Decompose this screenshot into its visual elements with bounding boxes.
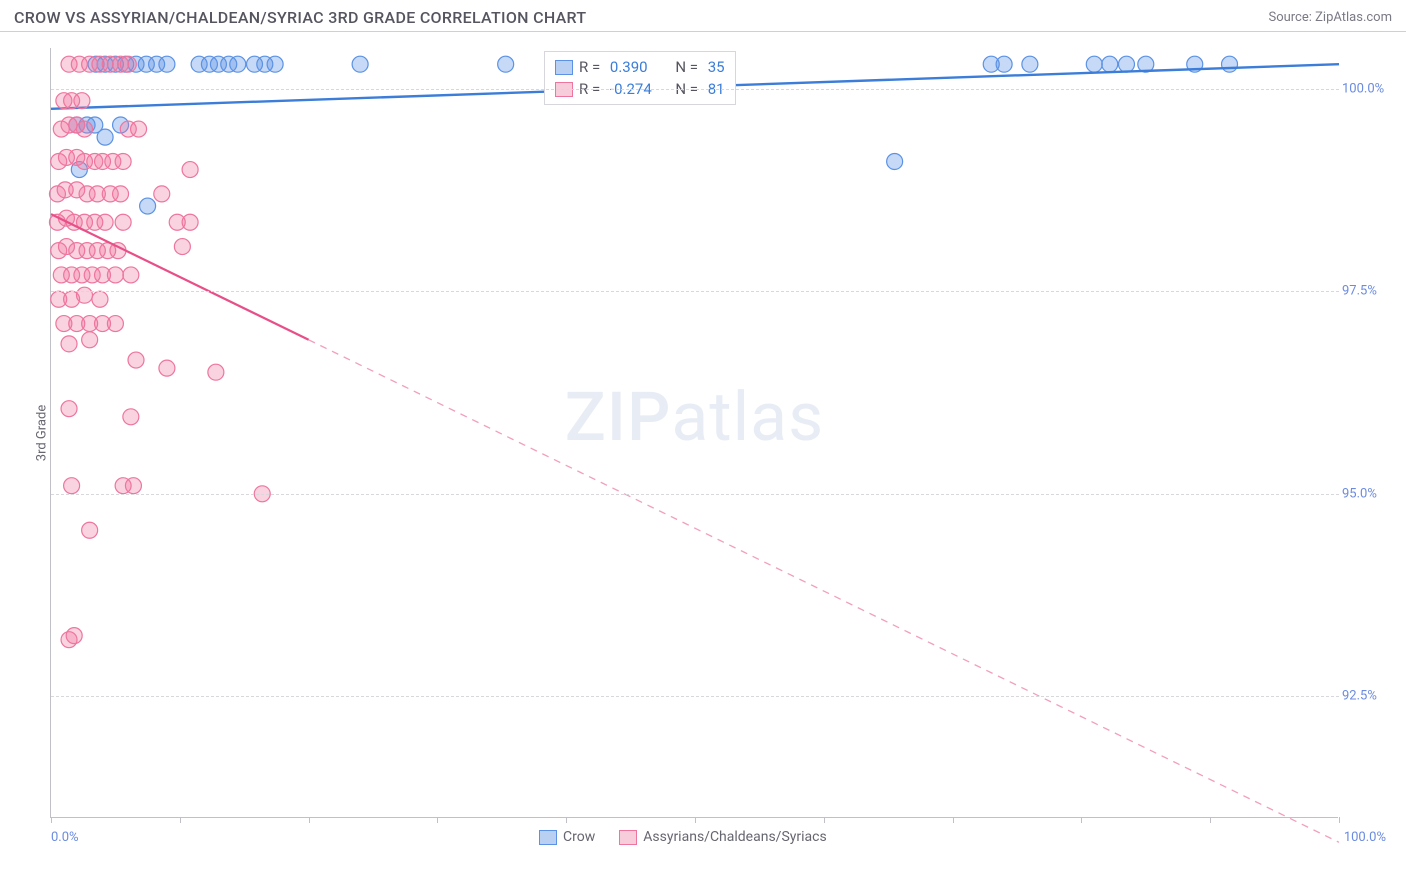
swatch-crow [555, 60, 573, 75]
scatter-point [996, 56, 1012, 72]
scatter-point [82, 332, 98, 348]
x-tick [566, 817, 567, 823]
scatter-point [498, 56, 514, 72]
scatter-point [128, 352, 144, 368]
x-tick [51, 817, 52, 823]
x-tick [309, 817, 310, 823]
scatter-point [230, 56, 246, 72]
gridline [51, 696, 1339, 697]
chart-title: CROW VS ASSYRIAN/CHALDEAN/SYRIAC 3RD GRA… [14, 8, 586, 27]
scatter-point [123, 267, 139, 283]
chart-header: CROW VS ASSYRIAN/CHALDEAN/SYRIAC 3RD GRA… [0, 0, 1406, 32]
n-label: N = [668, 58, 702, 76]
scatter-point [64, 478, 80, 494]
x-axis-max-label: 100.0% [1344, 830, 1386, 845]
scatter-point [92, 291, 108, 307]
x-tick [824, 817, 825, 823]
scatter-point [140, 198, 156, 214]
scatter-point [115, 153, 131, 169]
scatter-point [159, 360, 175, 376]
scatter-point [125, 478, 141, 494]
chart-area: 3rd Grade ZIPatlas R = 0.390 N = 35 R = … [50, 48, 1390, 818]
x-tick [1081, 817, 1082, 823]
scatter-point [174, 239, 190, 255]
scatter-point [97, 214, 113, 230]
scatter-point [887, 153, 903, 169]
scatter-point [61, 401, 77, 417]
scatter-point [1086, 56, 1102, 72]
y-tick-label: 92.5% [1342, 689, 1390, 704]
correlation-legend: R = 0.390 N = 35 R = -0.274 N = 81 [544, 51, 736, 105]
x-tick [1339, 817, 1340, 823]
scatter-point [61, 336, 77, 352]
r-label: R = [579, 58, 604, 76]
scatter-point [76, 121, 92, 137]
plot-region: ZIPatlas R = 0.390 N = 35 R = -0.274 N =… [50, 48, 1338, 818]
legend-label-crow: Crow [563, 829, 595, 845]
scatter-point [113, 186, 129, 202]
y-tick-label: 95.0% [1342, 486, 1390, 501]
gridline [51, 291, 1339, 292]
scatter-point [123, 409, 139, 425]
scatter-point [182, 162, 198, 178]
scatter-point [131, 121, 147, 137]
legend-label-acs: Assyrians/Chaldeans/Syriacs [643, 829, 826, 845]
scatter-point [120, 56, 136, 72]
scatter-point [82, 522, 98, 538]
scatter-point [1118, 56, 1134, 72]
scatter-point [115, 214, 131, 230]
source-attribution: Source: ZipAtlas.com [1268, 10, 1392, 25]
legend-item-crow: Crow [539, 829, 595, 845]
scatter-point [154, 186, 170, 202]
scatter-point [1102, 56, 1118, 72]
x-tick [1210, 817, 1211, 823]
scatter-point [97, 129, 113, 145]
y-axis-label: 3rd Grade [35, 405, 50, 461]
scatter-point [267, 56, 283, 72]
scatter-point [182, 214, 198, 230]
trend-line-dashed [309, 340, 1339, 843]
scatter-point [1022, 56, 1038, 72]
y-tick-label: 97.5% [1342, 284, 1390, 299]
r-value-crow: 0.390 [610, 58, 662, 76]
y-tick-label: 100.0% [1342, 81, 1390, 96]
legend-item-acs: Assyrians/Chaldeans/Syriacs [619, 829, 826, 845]
scatter-point [352, 56, 368, 72]
scatter-point [1222, 56, 1238, 72]
x-tick [953, 817, 954, 823]
scatter-point [66, 628, 82, 644]
x-tick [437, 817, 438, 823]
scatter-plot-svg [51, 48, 1339, 818]
x-axis-min-label: 0.0% [51, 830, 79, 845]
scatter-point [76, 287, 92, 303]
gridline [51, 89, 1339, 90]
x-tick [180, 817, 181, 823]
scatter-point [74, 93, 90, 109]
scatter-point [107, 316, 123, 332]
swatch-crow [539, 830, 557, 845]
n-value-crow: 35 [708, 58, 725, 76]
x-tick [695, 817, 696, 823]
scatter-point [208, 364, 224, 380]
scatter-point [107, 267, 123, 283]
gridline [51, 494, 1339, 495]
swatch-acs [619, 830, 637, 845]
scatter-point [159, 56, 175, 72]
correlation-row-crow: R = 0.390 N = 35 [555, 56, 725, 78]
series-legend: Crow Assyrians/Chaldeans/Syriacs [539, 829, 827, 845]
